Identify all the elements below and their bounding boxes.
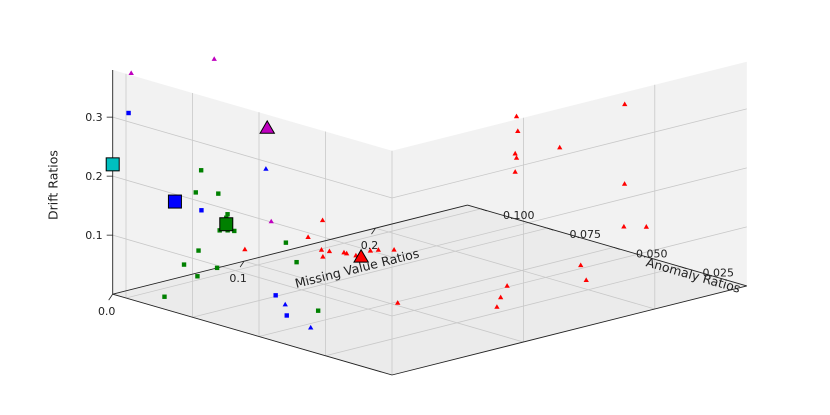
red-triangle-point (305, 234, 311, 239)
x-tick (239, 260, 245, 268)
red-triangle-point (344, 250, 350, 256)
green-square-point (195, 274, 200, 279)
grid-line-z (391, 226, 747, 317)
green-square-point (214, 265, 220, 271)
blue-triangle-point (308, 324, 314, 330)
red-triangle-point (512, 169, 518, 174)
red-triangle-point (512, 150, 518, 156)
green-square-point (232, 228, 237, 234)
y-tick-label: 0.075 (570, 228, 602, 241)
green-square-point (225, 212, 230, 217)
blue-square-point (273, 293, 278, 298)
blue-square-point (284, 313, 289, 318)
green-square-point (181, 262, 187, 267)
red-triangle-point (621, 223, 627, 229)
y-tick-label: 0.100 (503, 209, 535, 222)
green-square-point (315, 308, 321, 313)
chart-gridlines (112, 73, 747, 376)
chart-panes (112, 61, 747, 376)
z-tick-label: 0.3 (85, 111, 103, 124)
y-tick-label: 0.025 (703, 267, 735, 280)
red-triangle-point (326, 248, 333, 254)
x-tick-label: 0.2 (361, 239, 379, 252)
y-tick (613, 247, 620, 250)
floor-front-edge (112, 204, 468, 295)
red-triangle-point (242, 246, 248, 252)
x-axis-line (391, 285, 747, 376)
red-triangle-point (318, 247, 325, 252)
y-tick-label: 0.050 (636, 247, 668, 260)
red-triangle-point (515, 128, 521, 133)
chart-axis-edges (112, 69, 747, 376)
red-triangle-point (557, 144, 563, 150)
red-triangle-point (391, 247, 397, 252)
grid-line-x (375, 227, 655, 310)
red-triangle-point (513, 155, 520, 160)
red-triangle-point (341, 249, 347, 255)
blue-square-point (199, 208, 204, 213)
red-triangle-point (367, 247, 374, 253)
large-cyan-square-point (105, 157, 120, 172)
x-tick (108, 293, 114, 301)
grid-line-y (192, 227, 548, 318)
red-triangle-point (320, 253, 326, 259)
red-triangle-point (504, 283, 510, 288)
grid-line-x (243, 260, 524, 343)
large-magenta-triangle-point (259, 119, 276, 134)
blue-triangle-point (263, 166, 269, 171)
grid-line-y (325, 266, 681, 357)
y-tick (480, 208, 487, 212)
green-square-point (196, 248, 201, 253)
large-green-square-point (219, 217, 234, 232)
red-triangle-point (319, 217, 326, 223)
red-triangle-point (494, 304, 500, 309)
red-triangle-point (621, 181, 628, 186)
blue-square-point (126, 110, 131, 116)
red-triangle-point (583, 277, 589, 282)
grid-line-y (125, 208, 481, 299)
chart-data-marks (105, 56, 649, 330)
green-square-point (162, 294, 167, 299)
green-square-point (283, 240, 289, 245)
magenta-triangle-point (128, 70, 134, 75)
magenta-triangle-point (211, 56, 217, 61)
green-square-point (216, 191, 221, 196)
y-axis-line (112, 293, 393, 376)
red-triangle-point (643, 224, 649, 229)
z-tick-label: 0.1 (85, 229, 103, 242)
z-axis-label: Drift Ratios (46, 150, 61, 220)
y-tick (547, 227, 554, 231)
green-square-point (294, 259, 299, 265)
grid-line-z (112, 116, 393, 199)
large-blue-square-point (167, 194, 182, 209)
red-triangle-point (395, 300, 401, 305)
floor-right-edge (467, 204, 747, 287)
z-tick-label: 0.2 (85, 170, 103, 183)
floor-pane (112, 205, 747, 375)
red-triangle-point (375, 247, 381, 252)
large-red-triangle-point (353, 248, 370, 263)
green-square-point (198, 168, 204, 173)
red-triangle-point (513, 113, 520, 119)
x-tick (371, 227, 376, 235)
grid-line-z (391, 108, 747, 199)
chart-ticks: 0.0 0.1 0.2 0.025 0.050 0.075 0.100 0.1 0.2 0.3 (85, 111, 734, 318)
magenta-triangle-point (268, 218, 274, 224)
grid-line-z (112, 234, 393, 317)
x-tick-label: 0.1 (229, 272, 247, 285)
y-tick (680, 266, 687, 270)
x-tick-label: 0.0 (98, 305, 116, 318)
red-triangle-point (622, 101, 628, 107)
green-square-point (193, 190, 198, 195)
red-triangle-point (498, 294, 504, 300)
blue-triangle-point (282, 301, 288, 307)
red-triangle-point (578, 262, 584, 268)
grid-line-z (112, 175, 393, 258)
grid-line-y (258, 247, 614, 337)
grid-line-z (391, 167, 747, 258)
